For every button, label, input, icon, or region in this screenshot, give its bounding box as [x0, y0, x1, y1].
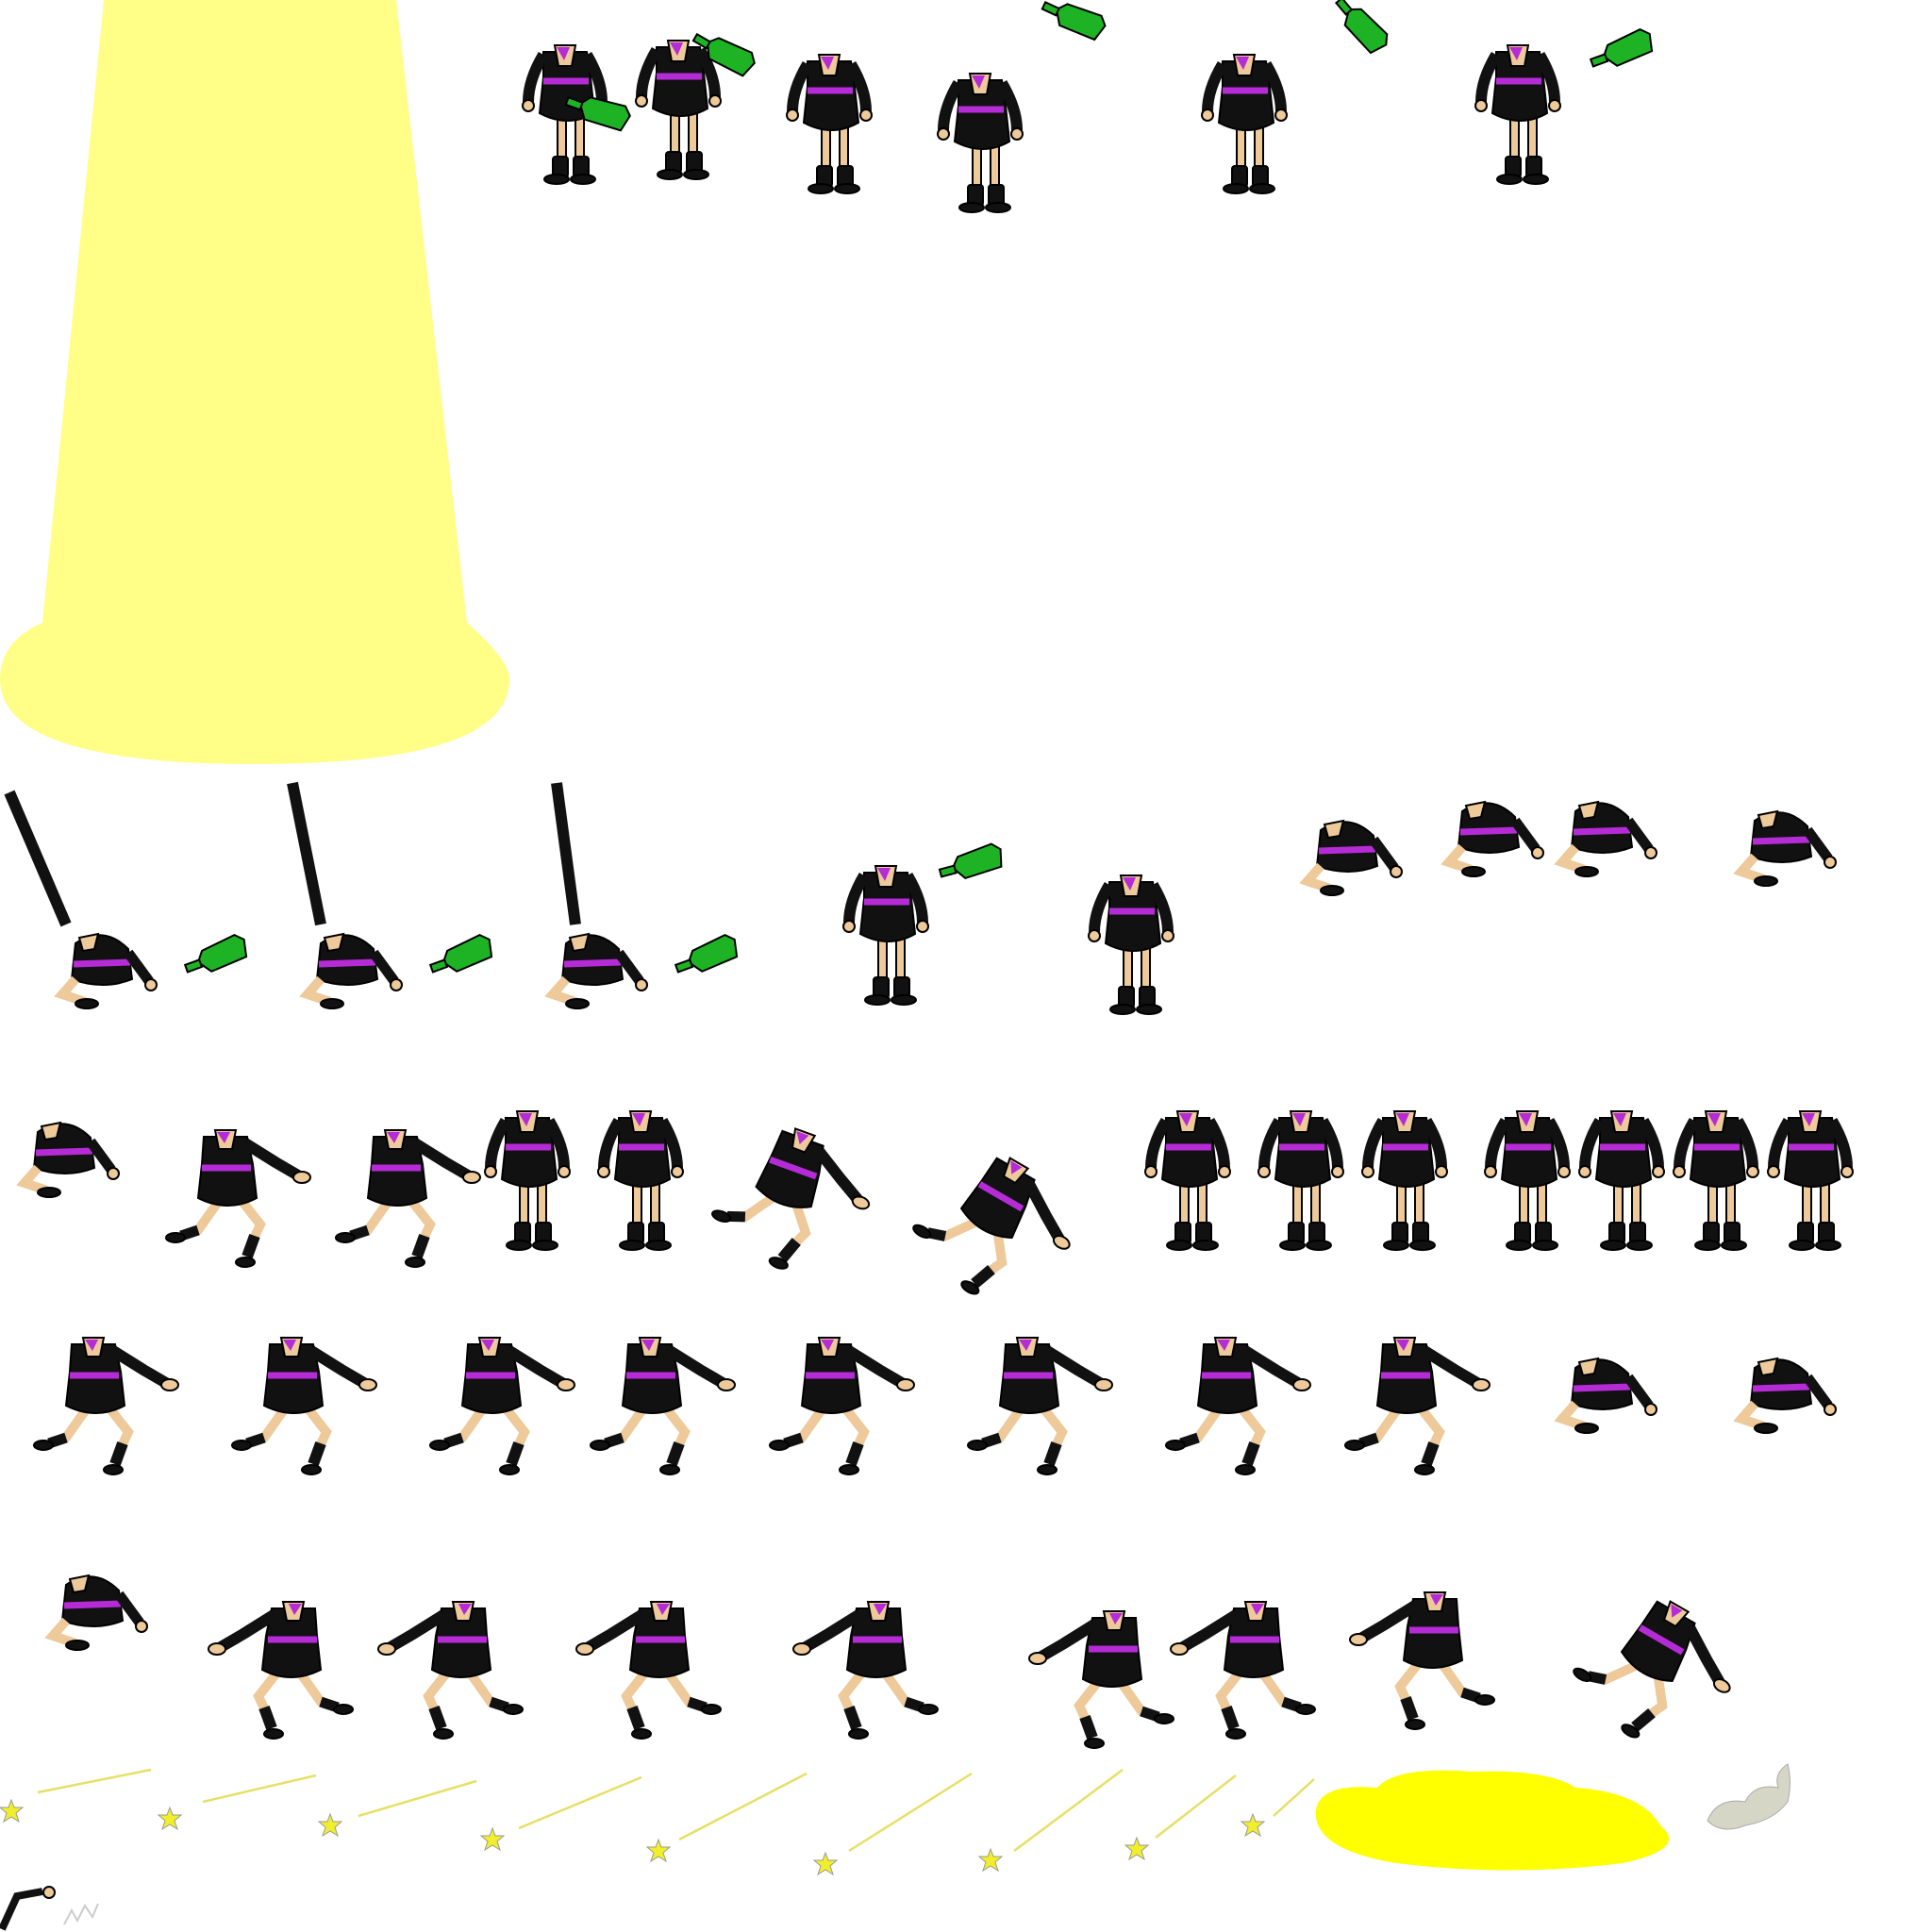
shooting-star — [1124, 1774, 1237, 1860]
shooting-star — [0, 1768, 152, 1823]
sprite-frame — [166, 1130, 310, 1267]
collapse-row — [1307, 802, 1836, 895]
yellow-puddle — [1315, 1770, 1669, 1871]
sprite-frame — [1350, 1592, 1494, 1729]
sprite-frame — [1202, 0, 1393, 193]
sprite-frame — [1089, 875, 1174, 1014]
shooting-star — [480, 1775, 642, 1851]
sprite-frame — [636, 23, 759, 179]
sprite-frame — [1562, 802, 1657, 876]
sprite-frame — [1171, 1602, 1315, 1739]
sprite-frame — [1674, 1111, 1758, 1250]
sprite-frame — [938, 0, 1109, 212]
sprite-frame — [576, 1602, 721, 1739]
sprite-frame — [793, 1602, 938, 1739]
sprite-frame — [770, 1338, 914, 1474]
sprite-frame — [378, 1602, 523, 1739]
sprite-frame — [53, 1575, 147, 1650]
dash-row — [53, 1575, 1753, 1768]
shooting-star — [813, 1772, 973, 1875]
shooting-star — [978, 1768, 1124, 1872]
sprite-frame — [1307, 821, 1402, 895]
sprite-frame — [703, 1112, 885, 1291]
sprite-frame — [598, 1111, 683, 1250]
shooting-star — [646, 1772, 808, 1862]
sprite-frame — [1258, 1111, 1343, 1250]
sprite-frame — [1768, 1111, 1853, 1250]
sprite-frame — [336, 1130, 480, 1267]
sprite-frame — [208, 1602, 353, 1739]
sprite-frame — [485, 1111, 570, 1250]
sprite-frame — [1145, 1111, 1230, 1250]
sprite-frame — [1562, 1358, 1657, 1433]
sprite-frame — [553, 782, 742, 1008]
jump-row — [25, 1111, 1853, 1324]
sprite-frame — [4, 790, 252, 1008]
sprite-frame — [1741, 811, 1836, 886]
shooting-star — [318, 1779, 477, 1837]
sprite-frame — [1362, 1111, 1447, 1250]
sprite-frame — [1029, 1611, 1174, 1748]
sprite-frame — [430, 1338, 575, 1474]
sprite-frame — [1166, 1338, 1310, 1474]
sprite-frame — [34, 1338, 178, 1474]
bottle-pour-row — [4, 781, 1174, 1014]
spotlight-cone — [0, 0, 509, 764]
sprite-frame — [1559, 1577, 1753, 1768]
sprite-frame — [25, 1123, 119, 1197]
run-row — [34, 1338, 1836, 1474]
bottle-swing-row — [523, 0, 1657, 212]
small-crawler — [0, 1886, 99, 1931]
sprite-frame — [591, 1338, 735, 1474]
sprite-frame — [1345, 1338, 1490, 1474]
sprite-frame — [1449, 802, 1543, 876]
sprite-frame — [287, 781, 497, 1008]
sprite-frame — [968, 1338, 1112, 1474]
sprite-frame — [787, 55, 872, 193]
sprite-frame — [1475, 25, 1657, 184]
shooting-star — [1241, 1778, 1315, 1837]
shooting-star — [158, 1774, 317, 1830]
sprite-frame — [232, 1338, 376, 1474]
smoke-wisp — [1707, 1763, 1790, 1830]
sprite-frame — [1579, 1111, 1664, 1250]
sprite-frame — [899, 1134, 1092, 1324]
shooting-star-row — [0, 1763, 1790, 1875]
sprite-frame — [1741, 1358, 1836, 1433]
sprite-frame — [1485, 1111, 1570, 1250]
sprite-frame — [523, 45, 634, 184]
sprite-frame — [843, 841, 1007, 1005]
